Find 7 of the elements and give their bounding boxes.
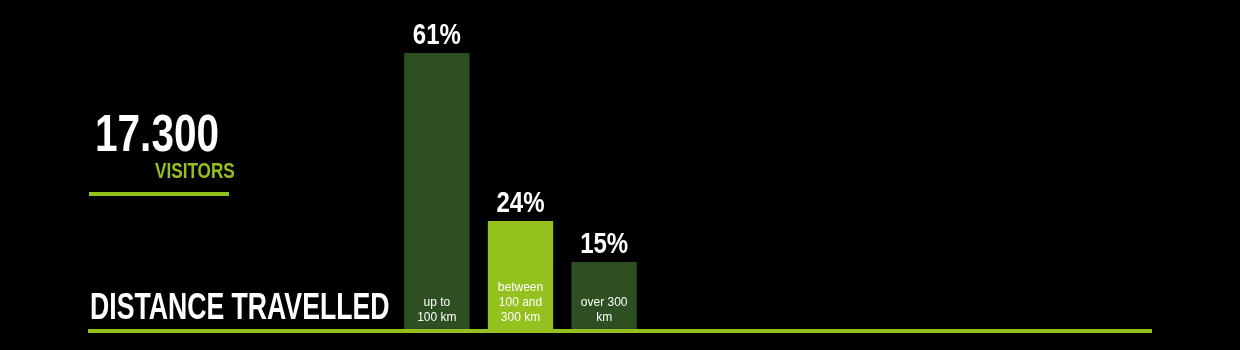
data-label: 15% xyxy=(580,225,629,260)
text: DISTANCE TRAVELLED xyxy=(90,286,390,328)
data-label: 24% xyxy=(496,184,545,219)
x-tick-label: up to 100 km xyxy=(417,295,457,325)
x-tick-label: over 300 km xyxy=(580,295,628,325)
data-label: 61% xyxy=(412,16,461,51)
x-tick-label: between 100 and 300 km xyxy=(497,280,544,325)
